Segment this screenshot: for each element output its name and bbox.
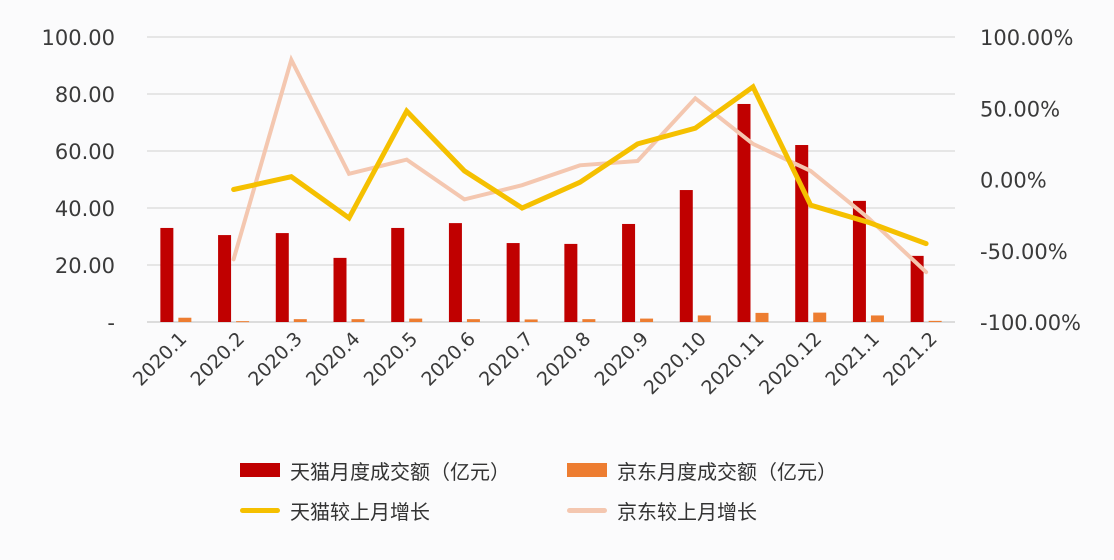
bar[interactable] (351, 319, 365, 322)
x-tick-label: 2020.2 (187, 328, 250, 391)
bar[interactable] (409, 318, 423, 322)
bar[interactable] (813, 312, 827, 322)
x-tick-label: 2021.1 (821, 328, 884, 391)
line-series (231, 54, 929, 275)
bar[interactable] (178, 317, 192, 322)
bar[interactable] (697, 315, 711, 322)
legend-label: 天猫较上月增长 (290, 499, 430, 524)
bar[interactable] (928, 320, 942, 322)
legend-item-jd-growth[interactable]: 京东较上月增长 (567, 496, 757, 525)
bar[interactable] (524, 319, 538, 322)
legend-label: 京东月度成交额（亿元） (617, 459, 837, 484)
legend: 天猫月度成交额（亿元） 京东月度成交额（亿元） 天猫较上月增长 京东较上月增长 (240, 450, 900, 530)
left-tick-label: 100.00 (42, 26, 115, 50)
line-series-path[interactable] (231, 83, 929, 247)
x-tick-label: 2020.6 (417, 328, 480, 391)
right-axis-ticks: -100.00% -50.00% 0.00% 50.00% 100.00% (980, 26, 1081, 335)
jd-growth-swatch-icon (567, 507, 607, 513)
x-axis-ticks: 2020.12020.22020.32020.42020.52020.62020… (129, 328, 942, 399)
x-tick-label: 2021.2 (879, 328, 942, 391)
right-tick-label: 0.00% (980, 169, 1047, 193)
right-tick-label: 50.00% (980, 97, 1060, 121)
x-tick-label: 2020.8 (533, 328, 596, 391)
bar[interactable] (275, 233, 289, 322)
x-tick-label: 2020.5 (360, 328, 423, 391)
x-tick-label: 2020.4 (302, 328, 365, 391)
bar[interactable] (795, 145, 809, 322)
x-tick-label: 2020.1 (129, 328, 192, 391)
left-tick-label: 40.00 (55, 197, 115, 221)
legend-row-1: 天猫月度成交额（亿元） 京东月度成交额（亿元） (240, 450, 900, 490)
combo-chart: - 20.00 40.00 60.00 80.00 100.00 -100.00% -50.… (42, 26, 1082, 399)
bar[interactable] (870, 315, 884, 322)
bar[interactable] (582, 319, 596, 322)
bar[interactable] (910, 255, 924, 322)
jd-gmv-swatch-icon (567, 463, 607, 477)
bar[interactable] (640, 318, 654, 322)
bar[interactable] (391, 227, 405, 322)
bar[interactable] (679, 190, 693, 322)
bar[interactable] (564, 243, 578, 322)
x-tick-label: 2020.3 (244, 328, 307, 391)
bar[interactable] (236, 321, 250, 323)
bar[interactable] (852, 200, 866, 322)
x-tick-label: 2020.10 (640, 328, 711, 399)
bar-series (160, 103, 942, 323)
tmall-gmv-swatch-icon (240, 463, 280, 477)
right-tick-label: 100.00% (980, 26, 1073, 50)
line-series-path[interactable] (231, 54, 929, 275)
legend-item-tmall-growth[interactable]: 天猫较上月增长 (240, 496, 567, 525)
left-tick-label: 60.00 (55, 140, 115, 164)
legend-item-jd-gmv[interactable]: 京东月度成交额（亿元） (567, 456, 837, 485)
bar[interactable] (333, 257, 347, 322)
bar[interactable] (622, 223, 636, 322)
left-tick-label: 20.00 (55, 254, 115, 278)
x-tick-label: 2020.12 (755, 328, 826, 399)
left-tick-label: 80.00 (55, 83, 115, 107)
right-tick-label: -100.00% (980, 311, 1081, 335)
bar[interactable] (466, 319, 480, 322)
bar[interactable] (160, 227, 174, 322)
legend-row-2: 天猫较上月增长 京东较上月增长 (240, 490, 900, 530)
left-tick-label: - (107, 311, 115, 335)
legend-item-tmall-gmv[interactable]: 天猫月度成交额（亿元） (240, 456, 567, 485)
bar[interactable] (506, 243, 520, 322)
left-axis-ticks: - 20.00 40.00 60.00 80.00 100.00 (42, 26, 115, 335)
x-tick-label: 2020.7 (475, 328, 538, 391)
bar[interactable] (737, 103, 751, 322)
tmall-growth-swatch-icon (240, 507, 280, 513)
x-tick-label: 2020.11 (697, 328, 768, 399)
bar[interactable] (448, 223, 462, 322)
bar[interactable] (293, 319, 307, 322)
right-tick-label: -50.00% (980, 240, 1068, 264)
bar[interactable] (218, 235, 232, 322)
legend-label: 天猫月度成交额（亿元） (290, 459, 510, 484)
bar[interactable] (755, 312, 769, 322)
legend-label: 京东较上月增长 (617, 499, 757, 524)
